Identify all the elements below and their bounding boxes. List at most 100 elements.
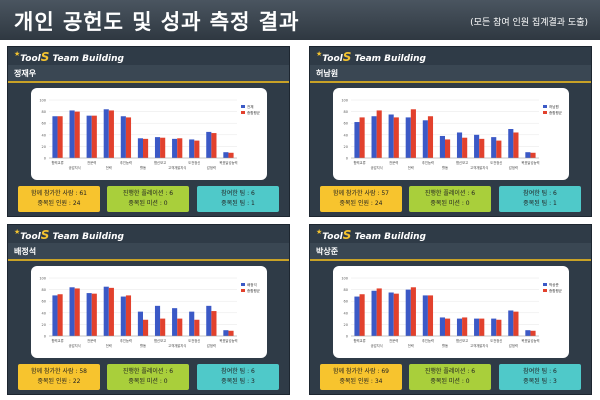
y-tick-label: 20 — [42, 145, 46, 149]
y-tick-label: 80 — [344, 110, 348, 114]
next-arrow-icon[interactable]: › — [288, 123, 295, 141]
y-tick-label: 20 — [344, 145, 348, 149]
missions-label: 진행한 플레이션 : — [424, 190, 472, 197]
x-tick-label: 전략 — [106, 165, 112, 170]
bar-배정석-9 — [206, 305, 212, 336]
x-tick-label: 전략 — [106, 343, 112, 348]
duplicate-missions-label: 중복된 미션 : — [128, 378, 164, 385]
bar-허남원-10 — [525, 152, 531, 158]
star-icon: ★ — [14, 228, 21, 236]
duplicate-teams-label: 중복된 팀 : — [221, 200, 251, 207]
x-tick-label: 감정력 — [509, 165, 518, 170]
next-arrow-icon[interactable]: › — [590, 123, 597, 141]
bar-배정석-3 — [103, 286, 109, 336]
y-tick-label: 60 — [344, 122, 348, 126]
bar-전체-5 — [137, 138, 143, 158]
y-tick-label: 20 — [42, 323, 46, 327]
x-tick-label: 고객개발지식 — [168, 343, 186, 348]
legend-label: 박상준 — [549, 282, 559, 287]
y-tick-label: 60 — [42, 122, 46, 126]
legend-label: 배정석 — [247, 282, 257, 287]
x-tick-label: 도전정신 — [490, 338, 502, 343]
bar-종합평균-4 — [427, 116, 434, 158]
x-tick-label: 도전정신 — [188, 160, 200, 165]
bar-배정석-6 — [154, 305, 161, 336]
missions-stat: 진행한 플레이션 : 6 중복된 미션 : 0 — [107, 364, 189, 390]
bar-허남원-7 — [474, 134, 480, 158]
x-tick-label: 감정력 — [509, 343, 518, 348]
y-tick-label: 0 — [346, 157, 348, 161]
x-tick-label: 고객개발지식 — [470, 165, 488, 170]
bar-종합평균-9 — [513, 311, 519, 336]
x-tick-label: 협력교류 — [51, 160, 63, 165]
bar-종합평균-7 — [177, 138, 183, 158]
duplicate-people-value: 34 — [374, 378, 383, 385]
bar-박상준-5 — [439, 317, 445, 336]
x-tick-label: 협신보고 — [456, 160, 468, 165]
bar-박상준-7 — [474, 318, 480, 336]
teams-value: 6 — [251, 368, 255, 375]
participants-stat: 함께 참가한 사람 : 69 중복된 인원 : 34 — [320, 364, 402, 390]
legend-swatch — [543, 283, 547, 286]
teams-value: 6 — [251, 190, 255, 197]
bar-종합평균-10 — [228, 330, 234, 336]
person-name-bar: 박상준 — [310, 243, 591, 261]
x-tick-label: 전문력 — [389, 338, 398, 343]
y-tick-label: 0 — [346, 335, 348, 339]
person-name-bar: 허남원 — [310, 65, 591, 83]
duplicate-teams-label: 중복된 팀 : — [523, 200, 553, 207]
duplicate-teams-label: 중복된 팀 : — [221, 378, 251, 385]
bar-허남원-5 — [439, 135, 445, 158]
x-tick-label: 협력교류 — [51, 338, 63, 343]
duplicate-teams-value: 3 — [553, 378, 557, 385]
teams-value: 6 — [553, 368, 557, 375]
missions-value: 6 — [169, 190, 174, 197]
next-arrow-icon[interactable]: › — [288, 301, 295, 319]
bar-종합평균-7 — [479, 138, 485, 158]
bar-종합평균-5 — [445, 318, 451, 336]
duplicate-teams-value: 3 — [251, 378, 255, 385]
bar-종합평균-9 — [513, 132, 519, 158]
bar-종합평균-9 — [211, 133, 217, 158]
bar-허남원-1 — [371, 116, 377, 158]
next-arrow-icon[interactable]: › — [590, 301, 597, 319]
y-tick-label: 60 — [344, 300, 348, 304]
bar-배정석-8 — [189, 311, 195, 336]
legend-swatch — [543, 111, 547, 114]
bar-전체-10 — [223, 152, 229, 158]
duplicate-missions-value: 0 — [465, 378, 470, 385]
bar-배정석-5 — [137, 311, 143, 336]
duplicate-people-label: 중복된 인원 : — [339, 200, 375, 207]
bar-종합평균-4 — [125, 117, 132, 158]
bar-배정석-4 — [120, 296, 126, 336]
prev-arrow-icon[interactable]: ‹ — [304, 301, 311, 319]
bar-박상준-10 — [525, 330, 531, 336]
teams-stat: 참여한 팀 : 6 중복된 팀 : 1 — [499, 186, 581, 212]
participants-value: 61 — [79, 190, 87, 197]
duplicate-teams-label: 중복된 팀 : — [523, 378, 553, 385]
bar-종합평균-3 — [410, 287, 416, 336]
participants-value: 58 — [79, 368, 87, 375]
duplicate-missions-value: 0 — [163, 200, 168, 207]
participants-stat: 함께 참가한 사람 : 58 중복된 인원 : 22 — [18, 364, 100, 390]
y-tick-label: 60 — [42, 300, 46, 304]
stats-row: 함께 참가한 사람 : 57 중복된 인원 : 24 진행한 플레이션 : 6 … — [320, 186, 581, 214]
duplicate-people-label: 중복된 인원 : — [37, 378, 73, 385]
participants-label: 함께 참가한 사람 : — [333, 368, 382, 375]
legend-swatch — [543, 289, 547, 292]
participants-value: 57 — [381, 190, 389, 197]
participants-value: 69 — [381, 368, 389, 375]
bar-종합평균-0 — [57, 294, 63, 336]
bar-종합평균-0 — [359, 294, 365, 336]
participants-stat: 함께 참가한 사람 : 57 중복된 인원 : 24 — [320, 186, 402, 212]
prev-arrow-icon[interactable]: ‹ — [2, 301, 9, 319]
missions-value: 6 — [471, 368, 476, 375]
prev-arrow-icon[interactable]: ‹ — [304, 123, 311, 141]
x-tick-label: 활동 — [442, 343, 448, 348]
duplicate-people-label: 중복된 인원 : — [37, 200, 73, 207]
missions-stat: 진행한 플레이션 : 6 중복된 미션 : 0 — [107, 186, 189, 212]
bar-종합평균-5 — [143, 138, 149, 158]
bar-종합평균-1 — [376, 288, 382, 336]
prev-arrow-icon[interactable]: ‹ — [2, 123, 9, 141]
bar-종합평균-3 — [108, 110, 114, 158]
